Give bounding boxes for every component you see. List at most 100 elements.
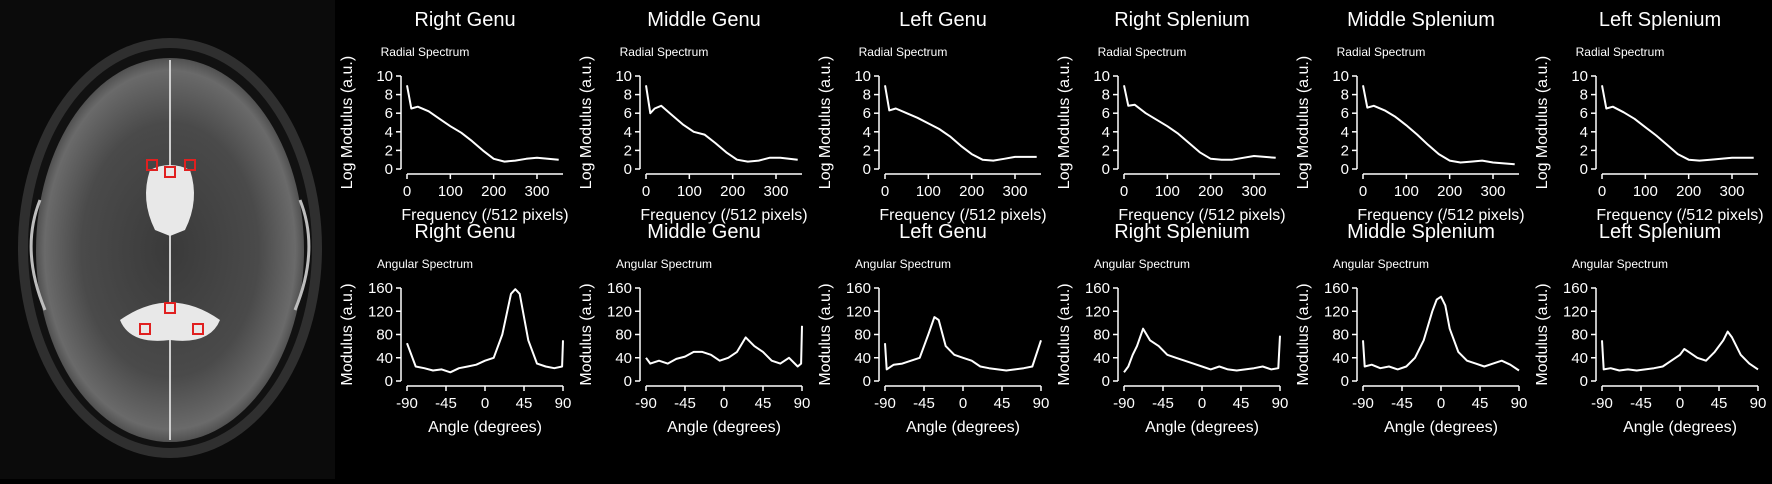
x-axis-label: Frequency (/512 pixels) (401, 207, 568, 224)
y-tick-label: 8 (863, 87, 871, 104)
chart-subtitle: Radial Spectrum (859, 45, 948, 59)
x-tick-label: -45 (1630, 395, 1652, 412)
chart-panel-8: Middle Genu Angular Spectrum 0 40 80 120 160 -9… (578, 221, 810, 436)
chart-title: Right Genu (414, 9, 515, 31)
x-tick-label: 100 (1155, 183, 1180, 200)
y-tick-label: 40 (1332, 350, 1349, 367)
y-tick-label: 4 (624, 124, 632, 141)
x-tick-label: 200 (1198, 183, 1223, 200)
y-tick-label: 40 (615, 350, 632, 367)
chart-title: Left Genu (899, 9, 987, 31)
x-tick-label: 0 (481, 395, 489, 412)
x-tick-label: -45 (674, 395, 696, 412)
y-tick-label: 8 (624, 87, 632, 104)
y-tick-label: 6 (1102, 105, 1110, 122)
x-tick-label: 100 (677, 183, 702, 200)
y-tick-label: 0 (385, 161, 393, 178)
x-tick-label: 100 (916, 183, 941, 200)
y-tick-label: 0 (385, 373, 393, 390)
x-tick-label: 45 (516, 395, 533, 412)
x-axis-label: Frequency (/512 pixels) (1357, 207, 1524, 224)
x-tick-label: 300 (1719, 183, 1744, 200)
x-tick-label: 90 (555, 395, 572, 412)
brain-mri-image (0, 0, 335, 479)
y-tick-label: 2 (863, 142, 871, 159)
chart-subtitle: Radial Spectrum (620, 45, 709, 59)
y-tick-label: 160 (1324, 280, 1349, 297)
x-tick-label: 100 (1633, 183, 1658, 200)
y-tick-label: 120 (368, 303, 393, 320)
x-tick-label: 90 (794, 395, 811, 412)
x-tick-label: 0 (881, 183, 889, 200)
x-axis-label: Angle (degrees) (428, 419, 542, 436)
y-tick-label: 10 (1332, 68, 1349, 85)
x-tick-label: 0 (1598, 183, 1606, 200)
x-axis-label: Angle (degrees) (1623, 419, 1737, 436)
x-tick-label: 45 (1472, 395, 1489, 412)
y-tick-label: 40 (1093, 350, 1110, 367)
x-tick-label: 200 (481, 183, 506, 200)
series-line (884, 316, 1042, 372)
y-tick-label: 0 (1580, 373, 1588, 390)
chart-panel-11: Middle Splenium Angular Spectrum 0 40 80 120 1… (1295, 221, 1527, 436)
spectrum-charts: Right Genu Radial Spectrum 0 2 4 6 8 10 0 100 200 3… (335, 0, 1772, 479)
x-tick-label: -90 (1352, 395, 1374, 412)
chart-title: Middle Splenium (1347, 221, 1495, 243)
y-tick-label: 8 (1580, 87, 1588, 104)
series-line (406, 288, 564, 374)
y-tick-label: 80 (854, 327, 871, 344)
y-tick-label: 6 (1580, 105, 1588, 122)
y-tick-label: 4 (863, 124, 871, 141)
x-tick-label: 0 (959, 395, 967, 412)
x-axis-label: Frequency (/512 pixels) (1118, 207, 1285, 224)
y-tick-label: 8 (1102, 87, 1110, 104)
y-tick-label: 10 (615, 68, 632, 85)
chart-panel-9: Left Genu Angular Spectrum 0 40 80 120 160 -90-… (817, 221, 1049, 436)
y-tick-label: 120 (1563, 303, 1588, 320)
y-tick-label: 0 (624, 373, 632, 390)
x-tick-label: -45 (1152, 395, 1174, 412)
x-tick-label: 200 (1676, 183, 1701, 200)
y-axis-label: Log Modulus (a.u.) (1056, 56, 1073, 189)
series-line (406, 85, 559, 163)
ventricle-atria (120, 302, 220, 341)
y-tick-label: 6 (385, 105, 393, 122)
x-tick-label: 45 (1233, 395, 1250, 412)
y-axis-label: Modulus (a.u.) (339, 283, 356, 385)
x-tick-label: 0 (642, 183, 650, 200)
y-tick-label: 120 (1085, 303, 1110, 320)
x-tick-label: 0 (1198, 395, 1206, 412)
x-tick-label: 90 (1511, 395, 1528, 412)
y-tick-label: 2 (1341, 142, 1349, 159)
y-tick-label: 160 (368, 280, 393, 297)
series-line (1362, 295, 1520, 372)
series-line (645, 325, 803, 368)
chart-subtitle: Radial Spectrum (381, 45, 470, 59)
chart-title: Middle Genu (647, 9, 760, 31)
mri-drawing (0, 0, 335, 479)
x-tick-label: 0 (403, 183, 411, 200)
x-tick-label: 90 (1033, 395, 1050, 412)
y-axis-label: Log Modulus (a.u.) (1534, 56, 1551, 189)
chart-subtitle: Angular Spectrum (377, 257, 473, 271)
chart-title: Left Splenium (1599, 221, 1721, 243)
x-axis-label: Frequency (/512 pixels) (879, 207, 1046, 224)
x-tick-label: -45 (435, 395, 457, 412)
x-axis-label: Angle (degrees) (1384, 419, 1498, 436)
roi-markers (139, 159, 204, 335)
series-line (1601, 85, 1754, 162)
x-tick-label: 90 (1750, 395, 1767, 412)
frontal-horns (146, 165, 194, 236)
y-tick-label: 2 (385, 142, 393, 159)
y-tick-label: 0 (1102, 161, 1110, 178)
y-tick-label: 6 (1341, 105, 1349, 122)
series-line (884, 85, 1037, 162)
chart-subtitle: Angular Spectrum (1094, 257, 1190, 271)
y-tick-label: 8 (1341, 87, 1349, 104)
chart-subtitle: Radial Spectrum (1576, 45, 1665, 59)
roi-middle-splenium (164, 302, 176, 314)
